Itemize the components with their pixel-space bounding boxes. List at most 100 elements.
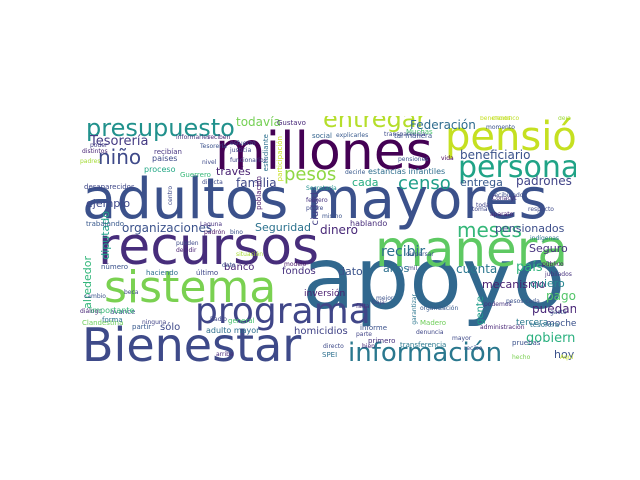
cloud-word: esfuerzo [230, 140, 256, 147]
cloud-word: cuenta [456, 262, 498, 276]
cloud-word: beneficios [480, 116, 511, 122]
cloud-word: hoy [554, 348, 575, 361]
cloud-word: estancias infantiles [368, 167, 446, 176]
cloud-word: hecho [512, 354, 531, 361]
cloud-word: momento [486, 124, 515, 131]
cloud-word: meses [457, 218, 522, 242]
cloud-word: tesorera [530, 321, 560, 329]
cloud-word: Madero [420, 319, 447, 327]
cloud-word: distintos [82, 148, 108, 155]
cloud-word: organización [420, 305, 459, 312]
cloud-word: padrón [204, 229, 226, 236]
cloud-word: mismo [322, 213, 343, 220]
cloud-word: recibían [154, 148, 182, 156]
cloud-word: fondos [282, 266, 316, 277]
cloud-word: persona [458, 150, 576, 185]
cloud-word: informe [360, 324, 388, 332]
cloud-word: toda [476, 202, 490, 209]
cloud-word: pago [546, 289, 576, 303]
cloud-word: mayor [452, 335, 472, 342]
cloud-word: países [152, 154, 178, 163]
cloud-word: Tesorería [200, 143, 227, 150]
cloud-word: estudiante [262, 134, 270, 172]
cloud-word: recursos [98, 217, 320, 277]
cloud-word: garantizar [411, 294, 418, 325]
cloud-word: general [228, 317, 255, 325]
cloud-word: centro [167, 186, 174, 206]
cloud-word: quiero [530, 277, 565, 290]
cloud-word: proceso [144, 165, 176, 174]
cloud-word: podemos [484, 301, 512, 308]
cloud-word: parte [356, 331, 372, 338]
cloud-word: arriba [216, 351, 234, 358]
cloud-word: familia [236, 176, 277, 190]
cloud-word: transferencia [400, 341, 447, 349]
cloud-word: diálogo [80, 308, 102, 315]
cloud-word: dato [222, 262, 236, 269]
cloud-word: baja [372, 299, 385, 306]
cloud-word: apoyo [302, 229, 566, 329]
cloud-word: beneficiario [460, 148, 531, 162]
cloud-word: millones [215, 122, 433, 182]
cloud-word: Aquí [560, 354, 574, 361]
cloud-word: Tesorería [90, 134, 149, 149]
cloud-word: adulto mayor [206, 326, 260, 335]
cloud-word: toma [472, 206, 488, 213]
cloud-word: programa [195, 291, 371, 332]
cloud-word: sistema [104, 262, 277, 313]
cloud-word: Federación [410, 118, 476, 132]
cloud-word: informarles [176, 134, 211, 141]
cloud-word: mil [408, 265, 418, 272]
cloud-word: hablando [350, 219, 388, 228]
cloud-word: país [516, 260, 543, 275]
cloud-word: Seguridad [255, 221, 311, 234]
cloud-word: Guerrero [180, 171, 211, 179]
cloud-word: nivel [202, 159, 217, 166]
cloud-word: Muchas [406, 128, 433, 136]
cloud-word: padrones [516, 174, 572, 188]
cloud-word: ninguna [142, 319, 167, 326]
cloud-word: pobre [306, 205, 324, 212]
cloud-word: poder [90, 142, 108, 149]
cloud-word: banco [224, 262, 255, 273]
cloud-word: vida [441, 155, 454, 162]
cloud-word: partir [132, 323, 152, 331]
cloud-word: pensionados [495, 222, 565, 235]
cloud-word: organizaciones [122, 221, 213, 235]
cloud-word: tercera [516, 318, 549, 328]
cloud-word: inversión [304, 289, 346, 299]
cloud-word: todavía [236, 116, 281, 129]
cloud-word: pueden [176, 240, 199, 247]
cloud-word: población [255, 176, 263, 210]
cloud-word: recibiendo [492, 192, 524, 199]
cloud-word: trabajando [86, 220, 125, 228]
cloud-word: transparencia [384, 131, 426, 138]
cloud-word: respecto [528, 206, 554, 213]
cloud-word: padres [80, 158, 101, 165]
cloud-word: primero [368, 337, 396, 345]
cloud-word: número [101, 263, 129, 271]
cloud-word: denuncia [416, 329, 444, 336]
cloud-word: presupuesto [86, 116, 235, 142]
cloud-word: censo [398, 173, 451, 194]
cloud-word: gobierno [526, 331, 576, 346]
cloud-word: tal manera [394, 132, 433, 140]
cloud-word: reciben [208, 134, 231, 141]
cloud-word: haciendo [146, 269, 178, 277]
cloud-word: información [348, 338, 503, 365]
cloud-word: importante [90, 306, 135, 315]
cloud-word: científico [492, 116, 520, 122]
cloud-word: través [216, 165, 251, 178]
cloud-word: entrega [460, 176, 503, 189]
cloud-word: indígenas [530, 235, 560, 242]
cloud-word: Clandestina [82, 319, 124, 327]
cloud-word: Gustavo [277, 119, 306, 127]
word-cloud: apoyo adultos mayores recursos manera mi… [80, 116, 576, 365]
cloud-word: explicarles [336, 132, 369, 139]
cloud-word: participación [276, 136, 284, 182]
cloud-word: pensiones [398, 156, 429, 163]
cloud-word: directa [202, 179, 223, 186]
cloud-word: pensión [445, 116, 576, 160]
cloud-word: mecanismo [482, 278, 546, 291]
cloud-word: funcionarios [230, 157, 267, 164]
